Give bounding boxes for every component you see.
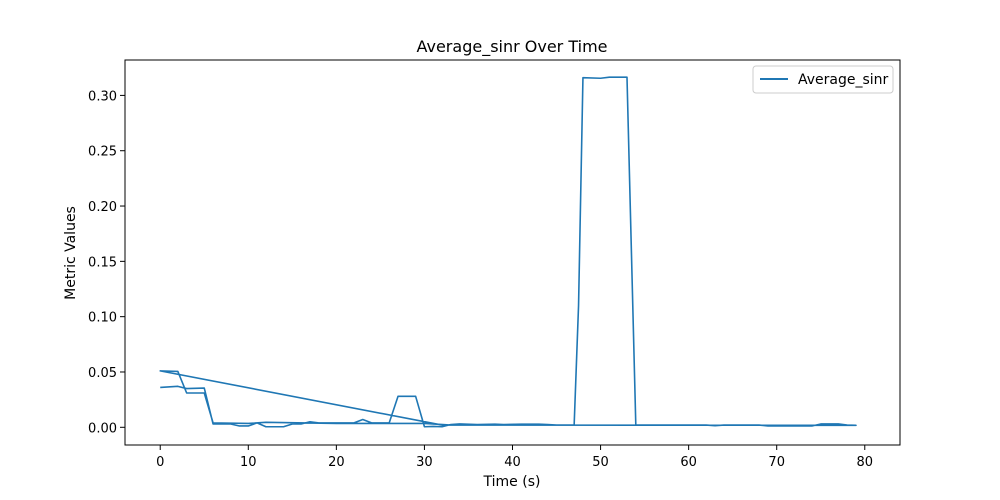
y-tick-label: 0.05 — [88, 366, 117, 381]
y-axis-label: Metric Values — [63, 206, 79, 300]
y-tick-label: 0.00 — [88, 421, 117, 436]
y-tick-label: 0.25 — [88, 145, 117, 160]
y-axis: 0.00 0.05 0.10 0.15 0.20 0.25 0.30 — [88, 89, 125, 436]
x-tick-label: 20 — [328, 455, 345, 470]
x-tick-label: 70 — [768, 455, 785, 470]
chart-title: Average_sinr Over Time — [416, 37, 607, 57]
x-tick-label: 0 — [156, 455, 164, 470]
y-tick-label: 0.10 — [88, 311, 117, 326]
legend-box — [752, 65, 894, 94]
x-tick-label: 10 — [240, 455, 257, 470]
y-tick-label: 0.20 — [88, 200, 117, 215]
legend-label: Average_sinr — [798, 72, 889, 88]
x-axis: 0 10 20 30 40 50 60 70 80 — [156, 445, 873, 470]
x-tick-label: 50 — [592, 455, 609, 470]
x-tick-label: 40 — [504, 455, 521, 470]
x-tick-label: 30 — [416, 455, 433, 470]
series-line — [159, 76, 857, 428]
x-axis-label: Time (s) — [483, 474, 541, 490]
x-tick-label: 60 — [680, 455, 697, 470]
legend: Average_sinr — [752, 65, 894, 94]
x-tick-label: 80 — [856, 455, 873, 470]
y-tick-label: 0.15 — [88, 255, 117, 270]
y-tick-label: 0.30 — [88, 89, 117, 104]
data-layer — [159, 76, 857, 428]
